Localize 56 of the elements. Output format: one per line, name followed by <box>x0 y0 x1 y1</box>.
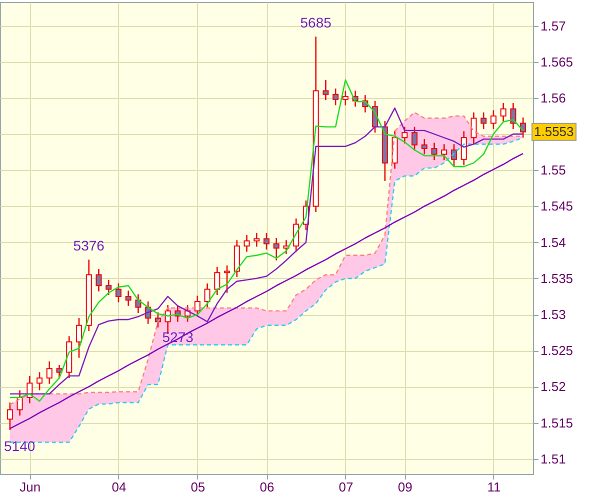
y-tick-label: 1.56 <box>540 90 566 106</box>
annotation: 5376 <box>73 238 105 254</box>
candlestick <box>254 232 260 248</box>
candlestick <box>431 142 438 161</box>
candlestick <box>342 90 348 106</box>
y-tick-label: 1.515 <box>540 415 574 430</box>
candlestick <box>106 279 112 296</box>
candlestick <box>273 237 280 262</box>
y-tick-label: 1.525 <box>540 343 574 358</box>
candlestick <box>96 268 102 292</box>
y-tick-label: 1.535 <box>540 270 574 286</box>
candlestick <box>46 360 52 384</box>
x-tick-label: 05 <box>190 480 206 494</box>
y-tick-label: 1.51 <box>540 451 566 466</box>
candlestick <box>520 116 526 138</box>
candlestick <box>194 295 200 318</box>
candlestick <box>441 144 448 161</box>
candlestick <box>224 264 230 294</box>
x-tick-label: 09 <box>398 480 412 494</box>
candlestick <box>214 266 220 296</box>
candlestick <box>76 317 82 358</box>
candlestick <box>6 402 13 431</box>
candlestick <box>402 126 408 144</box>
annotation: 5685 <box>300 14 332 31</box>
candlestick <box>115 282 122 303</box>
candlestick <box>450 144 457 168</box>
candlestick <box>322 79 329 101</box>
candlestick <box>204 282 210 308</box>
candlestick <box>460 130 467 166</box>
y-tick-label: 1.565 <box>540 54 574 70</box>
candlestick <box>264 232 270 250</box>
x-tick-label: Jun <box>20 480 41 494</box>
y-tick-label: 1.545 <box>540 198 574 214</box>
y-tick-label: 1.55 <box>540 162 566 178</box>
y-tick-label: 1.52 <box>540 379 566 394</box>
x-tick-label: 11 <box>487 480 501 494</box>
candlestick <box>16 390 23 416</box>
y-tick-label: 1.54 <box>540 234 566 250</box>
x-tick-label: 04 <box>112 480 126 494</box>
annotation: 1.5553 <box>534 124 574 139</box>
candlestick <box>490 110 496 130</box>
candlestick <box>332 88 339 106</box>
candlestick <box>421 138 428 155</box>
annotation: 5140 <box>4 438 36 454</box>
x-tick-label: 07 <box>338 480 354 494</box>
y-tick-label: 1.57 <box>540 18 566 34</box>
candlestick <box>480 112 487 130</box>
x-tick-label: 06 <box>260 480 274 494</box>
candlestick <box>470 112 477 144</box>
candlestick <box>125 290 132 306</box>
candlestick <box>135 294 142 314</box>
candlestick <box>36 372 43 391</box>
y-tick-label: 1.53 <box>540 307 566 322</box>
candlestick <box>500 102 506 122</box>
candlestick <box>244 234 250 252</box>
candlestick <box>412 126 418 152</box>
